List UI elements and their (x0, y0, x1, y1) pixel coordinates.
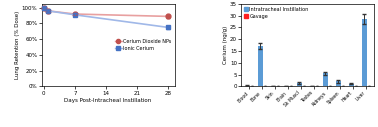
Bar (349, 84, 354, 86)
Bar (297, 83, 302, 86)
Bar (323, 73, 328, 86)
Bar (258, 46, 263, 86)
Y-axis label: Lung Retention (% Dose): Lung Retention (% Dose) (15, 11, 20, 79)
X-axis label: Days Post-Intracheal Instillation: Days Post-Intracheal Instillation (65, 98, 152, 103)
Bar (362, 19, 367, 86)
Bar (336, 81, 341, 86)
Y-axis label: Cerium (ng/g): Cerium (ng/g) (223, 26, 228, 64)
Legend: Intratracheal Instillation, Gavage: Intratracheal Instillation, Gavage (243, 6, 309, 19)
Legend: Cerium Dioxide NPs, Ionic Cerium: Cerium Dioxide NPs, Ionic Cerium (114, 39, 172, 52)
